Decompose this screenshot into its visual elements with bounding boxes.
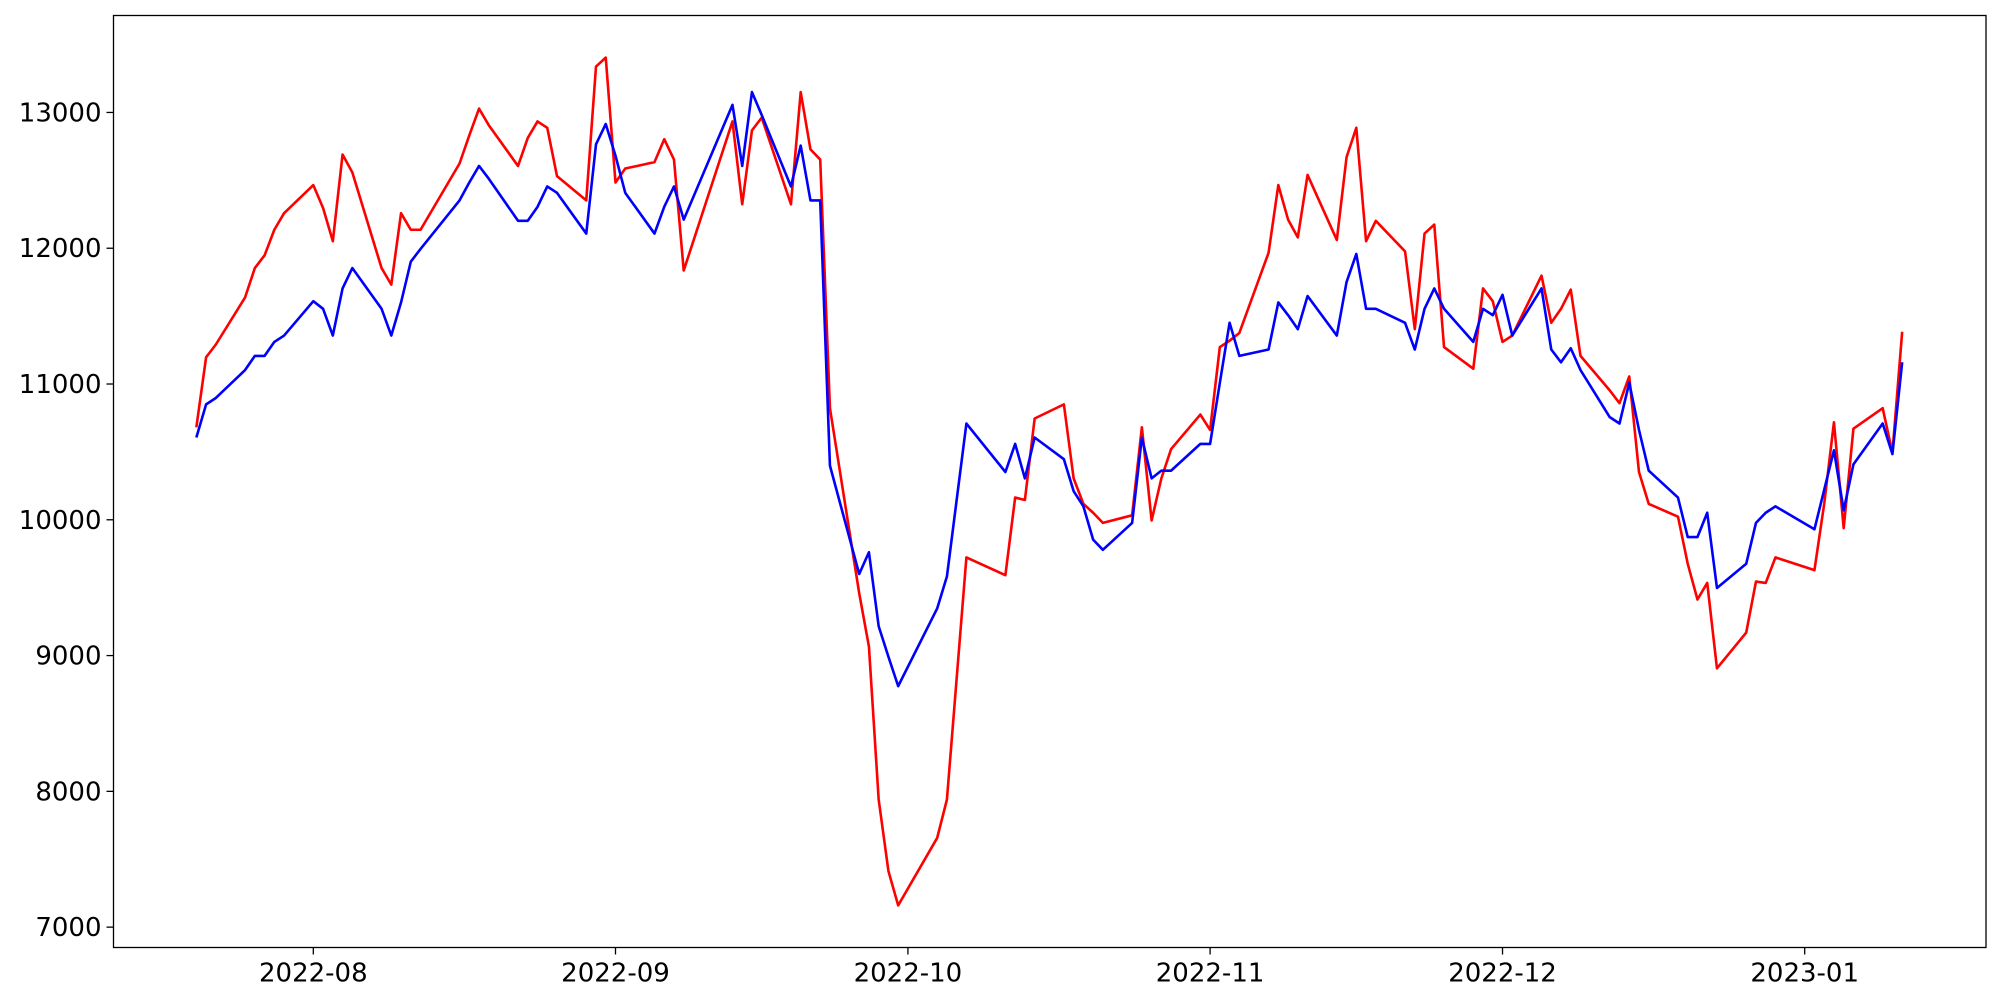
x-tick-label: 2022-09 (561, 959, 670, 989)
x-tick-label: 2023-01 (1750, 959, 1859, 989)
x-tick-label: 2022-12 (1448, 959, 1557, 989)
y-tick-label: 13000 (19, 98, 102, 128)
plot-frame (112, 14, 1987, 949)
y-tick-label: 7000 (35, 913, 101, 943)
x-tick-label: 2022-10 (854, 959, 963, 989)
x-tick-label: 2022-11 (1156, 959, 1265, 989)
y-tick-label: 10000 (19, 506, 102, 536)
x-tick-label: 2022-08 (259, 959, 368, 989)
series-line (195, 90, 1904, 688)
series-line (195, 56, 1904, 907)
y-tick-label: 9000 (35, 642, 101, 672)
y-tick-label: 12000 (19, 234, 102, 264)
y-tick-label: 11000 (19, 370, 102, 400)
y-tick-label: 8000 (35, 777, 101, 807)
